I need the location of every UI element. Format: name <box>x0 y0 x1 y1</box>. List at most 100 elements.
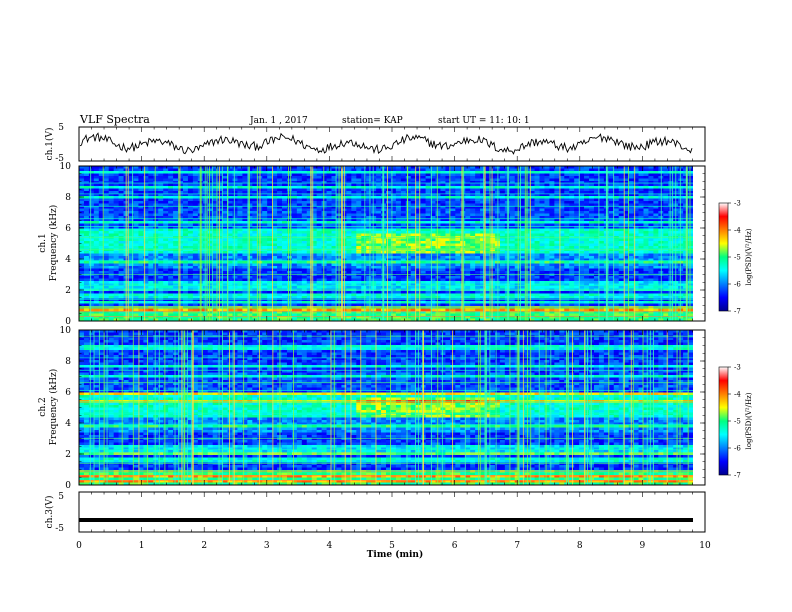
spectrogram-cell <box>232 218 238 222</box>
spectrogram-cell <box>608 216 615 219</box>
spectrogram-cell <box>88 228 95 232</box>
spectrogram-cell <box>182 233 189 237</box>
spectrogram-cell <box>663 211 669 214</box>
spectrogram-cell <box>633 218 639 222</box>
spectrogram-cell <box>227 251 233 254</box>
spectrogram-cell <box>638 186 644 189</box>
spectrogram-cell <box>564 253 570 257</box>
spectrogram-cell <box>618 183 625 187</box>
spectrogram-cell <box>470 196 476 199</box>
spectrogram-cell <box>153 176 159 179</box>
spectrogram-cell <box>549 218 555 222</box>
spectrogram-cell <box>133 211 139 214</box>
spectrogram-cell <box>163 263 169 267</box>
spectrogram-cell <box>277 258 283 262</box>
spectrogram-cell <box>93 213 100 217</box>
spectrogram-cell <box>277 238 283 242</box>
spectrogram-cell <box>678 201 684 204</box>
spectrogram-cell <box>371 188 377 192</box>
spectrogram-cell <box>519 223 525 227</box>
spectrogram-cell <box>643 223 649 227</box>
spectrogram-cell <box>519 166 525 169</box>
spectrogram-cell <box>237 223 243 227</box>
spectrogram-cell <box>311 193 318 197</box>
spectrogram-cell <box>227 181 233 184</box>
spectrogram-cell <box>296 166 303 169</box>
spectrogram-cell <box>346 231 352 234</box>
spectrogram-cell <box>663 241 669 244</box>
spectrogram-cell <box>435 186 441 189</box>
spectrogram-cell <box>598 223 605 227</box>
spectrogram-cell <box>178 206 184 209</box>
spectrogram-cell <box>410 176 417 179</box>
spectrogram-cell <box>158 176 164 179</box>
spectrogram-cell <box>103 256 110 259</box>
spectrogram-cell <box>366 221 372 224</box>
spectrogram-cell <box>182 186 189 189</box>
spectrogram-cell <box>390 208 397 212</box>
spectrogram-cell <box>217 226 223 229</box>
spectrogram-cell <box>346 228 352 232</box>
spectrogram-cell <box>217 256 223 259</box>
spectrogram-cell <box>262 261 268 264</box>
spectrogram-cell <box>559 218 565 222</box>
spectrogram-cell <box>247 243 253 247</box>
spectrogram-cell <box>405 198 412 202</box>
spectrogram-cell <box>564 251 570 254</box>
spectrogram-cell <box>668 191 674 194</box>
spectrogram-cell <box>564 181 570 184</box>
spectrogram-cell <box>212 203 218 207</box>
spectrogram-cell <box>549 251 555 254</box>
spectrogram-cell <box>217 241 223 244</box>
spectrogram-cell <box>103 243 110 247</box>
spectrogram-cell <box>534 238 540 242</box>
spectrogram-cell <box>643 253 649 257</box>
spectrogram-cell <box>361 208 367 212</box>
spectrogram-cell <box>579 211 585 214</box>
spectrogram-cell <box>569 181 575 184</box>
spectrogram-cell <box>475 221 481 224</box>
spectrogram-cell <box>252 256 258 259</box>
spectrogram-cell <box>351 181 357 184</box>
spectrogram-cell <box>618 241 625 244</box>
spectrogram-cell <box>569 176 575 179</box>
spectrogram-cell <box>252 201 258 204</box>
spectrogram-cell <box>291 228 298 232</box>
spectrogram-cell <box>430 166 436 169</box>
spectrogram-cell <box>351 223 357 227</box>
spectrogram-cell <box>628 223 634 227</box>
spectrogram-cell <box>395 221 402 224</box>
spectrogram-cell <box>475 203 481 207</box>
spectrogram-cell <box>480 203 486 207</box>
spectrogram-cell <box>430 238 436 242</box>
spectrogram-cell <box>108 218 115 222</box>
spectrogram-cell <box>420 168 426 172</box>
spectrogram-cell <box>489 201 496 204</box>
spectrogram-cell <box>688 191 694 194</box>
spectrogram-cell <box>306 246 313 249</box>
spectrogram-cell <box>544 193 550 197</box>
spectrogram-cell <box>633 243 639 247</box>
spectrogram-cell <box>455 198 461 202</box>
spectrogram-cell <box>564 198 570 202</box>
spectrogram-cell <box>633 221 639 224</box>
ch1-waveform-panel: 5 -5 ch.1(V) <box>44 123 706 164</box>
spectrogram-cell <box>143 218 149 222</box>
spectrogram-cell <box>430 213 436 217</box>
spectrogram-cell <box>128 208 134 212</box>
spectrogram-cell <box>519 206 525 209</box>
spectrogram-cell <box>386 196 392 199</box>
spectrogram-cell <box>678 233 684 237</box>
spectrogram-cell <box>153 261 159 264</box>
spectrogram-cell <box>306 186 313 189</box>
spectrogram-cell <box>187 243 194 247</box>
spectrogram-cell <box>549 198 555 202</box>
spectrogram-cell <box>222 176 228 179</box>
spectrogram-cell <box>485 198 491 202</box>
spectrogram-cell <box>83 216 90 219</box>
spectrogram-cell <box>559 201 565 204</box>
spectrogram-cell <box>544 258 550 262</box>
spectrogram-cell <box>608 183 615 187</box>
spectrogram-cell <box>282 166 288 169</box>
spectrogram-cell <box>598 183 605 187</box>
